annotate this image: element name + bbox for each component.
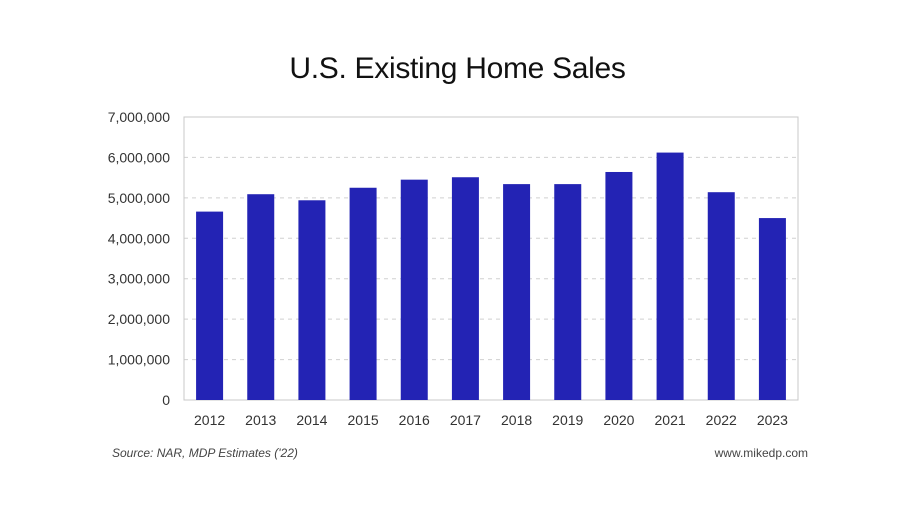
bar-2021 (656, 152, 684, 400)
bar-2012 (196, 211, 224, 400)
y-tick-label: 1,000,000 (108, 352, 170, 368)
bar-2023 (758, 218, 786, 400)
x-tick-label: 2016 (399, 412, 430, 428)
x-tick-label: 2018 (501, 412, 532, 428)
website-credit: www.mikedp.com (714, 446, 808, 460)
bar-2022 (707, 192, 735, 400)
bar-2014 (298, 200, 326, 400)
bar-2013 (247, 194, 275, 400)
y-tick-label: 3,000,000 (108, 271, 170, 287)
x-tick-label: 2021 (655, 412, 686, 428)
x-tick-label: 2012 (194, 412, 225, 428)
bar-2016 (400, 179, 428, 400)
y-tick-label: 7,000,000 (108, 109, 170, 125)
bar-2020 (605, 171, 633, 400)
x-tick-label: 2023 (757, 412, 788, 428)
source-note: Source: NAR, MDP Estimates ('22) (112, 446, 298, 460)
gridlines (184, 156, 798, 361)
bar-2015 (349, 187, 377, 400)
bars (196, 152, 786, 400)
x-tick-label: 2022 (706, 412, 737, 428)
x-tick-label: 2013 (245, 412, 276, 428)
y-tick-label: 6,000,000 (108, 149, 170, 165)
x-axis-ticks: 2012 2013 2014 2015 2016 2017 2018 2019 2020 2021… (194, 412, 788, 428)
x-tick-label: 2017 (450, 412, 481, 428)
x-tick-label: 2014 (296, 412, 327, 428)
x-tick-label: 2019 (552, 412, 583, 428)
x-tick-label: 2015 (348, 412, 379, 428)
y-axis-ticks: 0 1,000,000 2,000,000 3,000,000 4,000,000 5,0… (108, 109, 171, 408)
bar-2017 (451, 177, 479, 400)
y-tick-label: 5,000,000 (108, 190, 170, 206)
bar-2018 (503, 184, 531, 400)
y-tick-label: 2,000,000 (108, 311, 170, 327)
y-tick-label: 0 (162, 392, 170, 408)
chart-title: U.S. Existing Home Sales (289, 52, 626, 85)
bar-2019 (554, 184, 582, 400)
plot-frame (183, 116, 799, 401)
x-tick-label: 2020 (603, 412, 634, 428)
y-tick-label: 4,000,000 (108, 230, 170, 246)
